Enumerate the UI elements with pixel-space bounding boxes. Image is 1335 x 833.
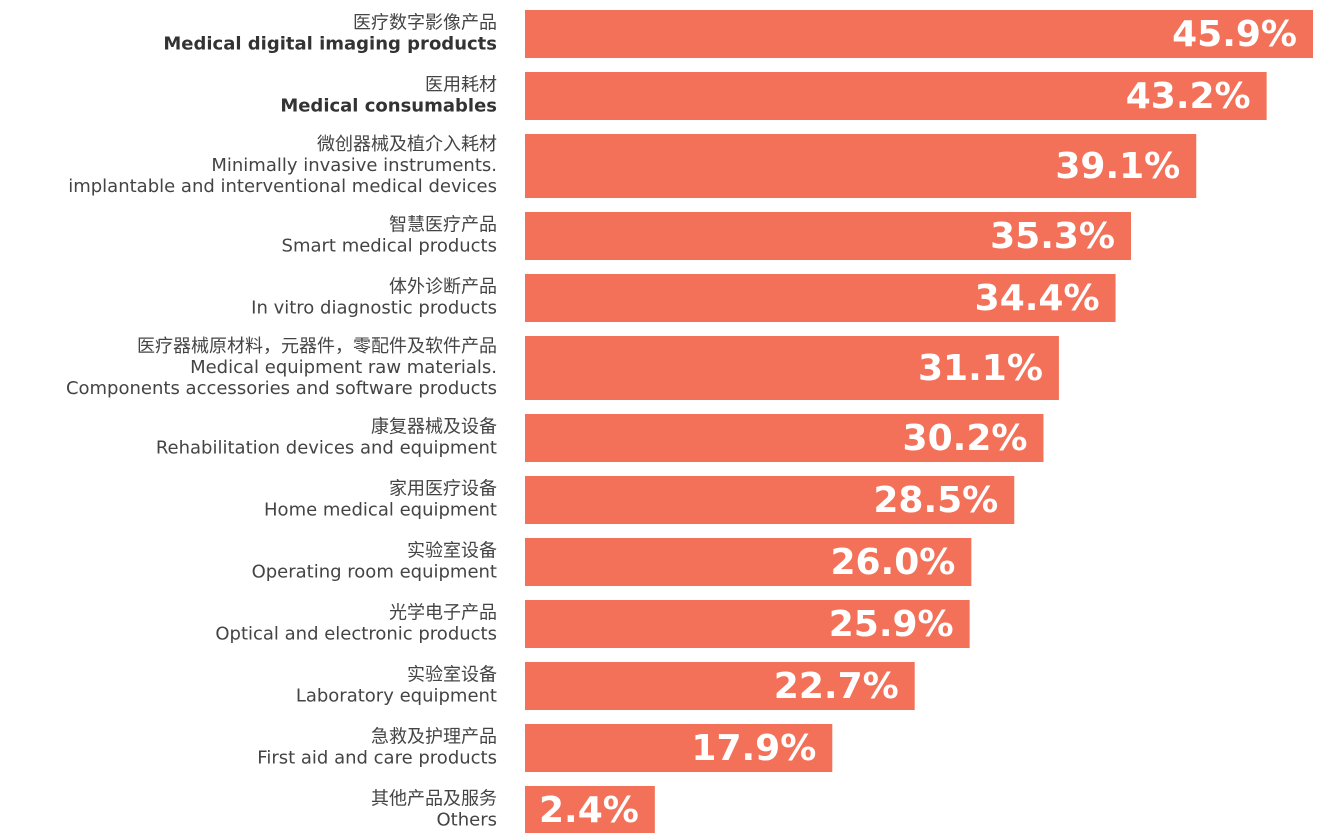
value-label: 34.4%: [975, 278, 1100, 319]
value-label: 45.9%: [1172, 14, 1297, 55]
category-label: 家用医疗设备: [389, 479, 497, 500]
bar: [525, 786, 655, 833]
category-label: Others: [437, 810, 498, 831]
value-label: 31.1%: [918, 348, 1043, 389]
bar: [525, 724, 833, 772]
bar: [525, 662, 915, 710]
category-label: 体外诊断产品: [389, 277, 497, 298]
bar: [525, 414, 1044, 462]
category-label: Medical equipment raw materials.: [190, 357, 497, 378]
category-label: Optical and electronic products: [215, 624, 497, 645]
bar: [525, 476, 1015, 524]
bar: [525, 134, 1197, 198]
category-label: Medical consumables: [280, 96, 497, 117]
value-label: 22.7%: [774, 666, 899, 707]
bar: [525, 72, 1267, 120]
category-label: implantable and interventional medical d…: [68, 176, 497, 197]
bar: [525, 336, 1059, 400]
category-label: 实验室设备: [407, 665, 497, 686]
value-label: 35.3%: [990, 216, 1115, 257]
value-label: 26.0%: [830, 542, 955, 583]
bar: [525, 10, 1313, 58]
category-label: 光学电子产品: [389, 603, 497, 624]
category-label: 康复器械及设备: [371, 417, 497, 438]
category-label: First aid and care products: [257, 748, 497, 769]
value-label: 25.9%: [829, 604, 954, 645]
value-label: 2.4%: [539, 790, 639, 831]
category-label: Smart medical products: [282, 236, 497, 257]
category-label: Laboratory equipment: [296, 686, 497, 707]
category-label: Operating room equipment: [252, 562, 497, 583]
value-label: 17.9%: [691, 728, 816, 769]
bar: [525, 600, 970, 648]
category-label: Minimally invasive instruments.: [211, 155, 497, 176]
category-label: Components accessories and software prod…: [66, 378, 497, 399]
value-label: 28.5%: [873, 480, 998, 521]
category-label: Medical digital imaging products: [163, 34, 497, 55]
bar: [525, 274, 1116, 322]
category-label: 急救及护理产品: [371, 727, 497, 748]
category-label: 实验室设备: [407, 541, 497, 562]
value-label: 39.1%: [1055, 146, 1180, 187]
category-label: 医疗器械原材料，元器件，零配件及软件产品: [137, 336, 497, 357]
category-label: Home medical equipment: [264, 500, 497, 521]
bar: [525, 212, 1132, 260]
category-label: 微创器械及植介入耗材: [317, 134, 497, 155]
category-label: 其他产品及服务: [371, 789, 497, 810]
bar: [525, 538, 972, 586]
category-label: Rehabilitation devices and equipment: [156, 438, 497, 459]
category-label: 智慧医疗产品: [389, 215, 497, 236]
category-label: 医疗数字影像产品: [353, 13, 497, 34]
category-label: In vitro diagnostic products: [251, 298, 497, 319]
value-label: 30.2%: [903, 418, 1028, 459]
category-label: 医用耗材: [425, 75, 497, 96]
value-label: 43.2%: [1126, 76, 1251, 117]
